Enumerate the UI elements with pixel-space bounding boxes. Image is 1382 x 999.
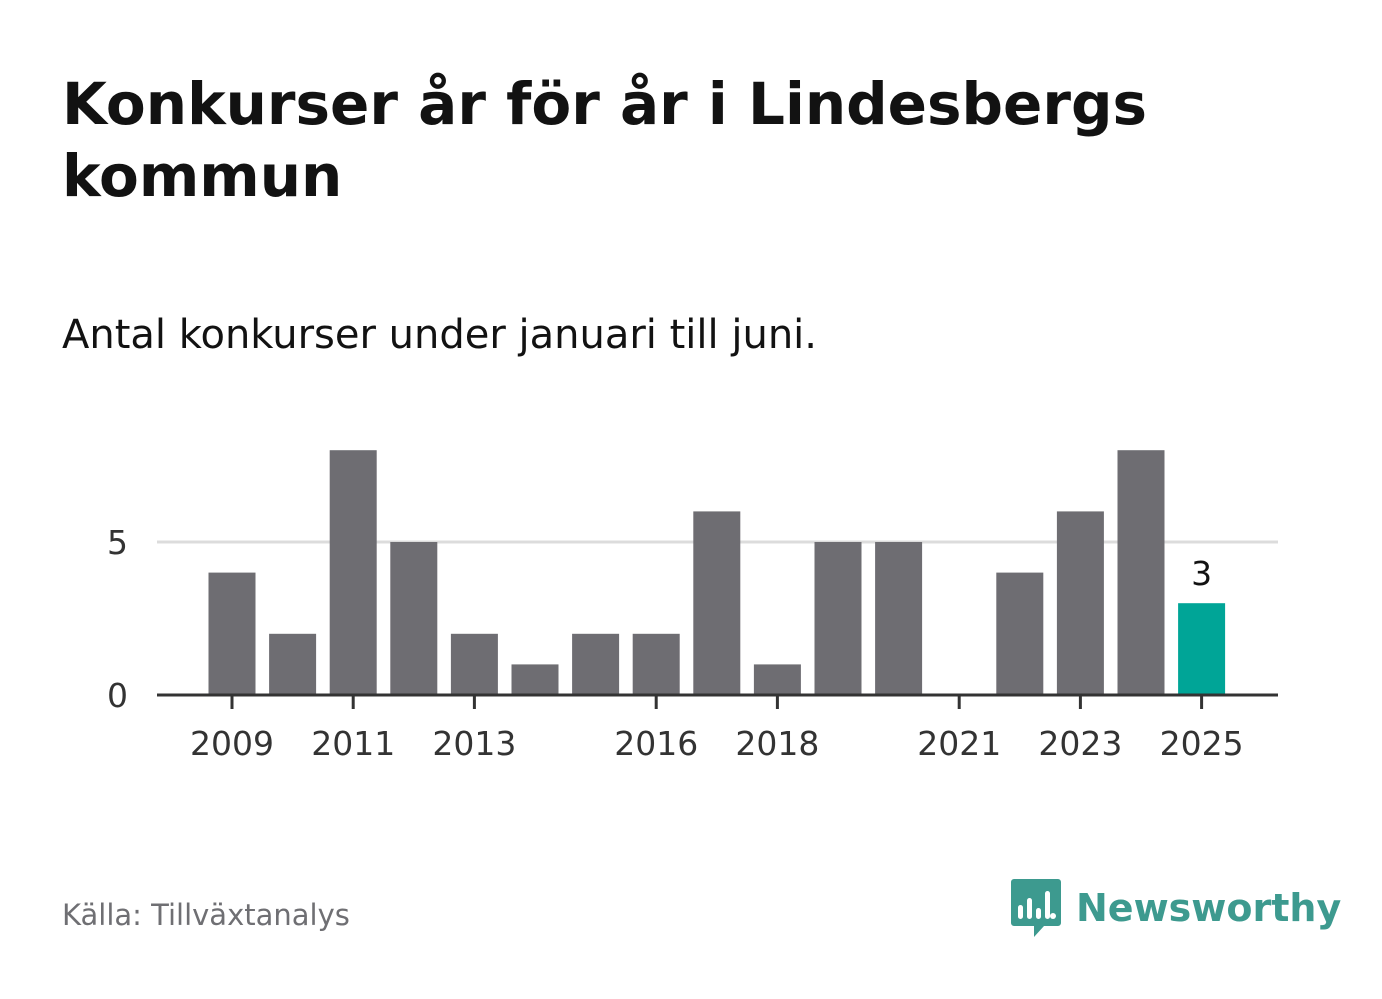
bar-2009 [208, 572, 256, 695]
chart-title: Konkurser år för år i Lindesbergs kommun [62, 70, 1148, 210]
data-label-2025: 3 [1191, 554, 1212, 593]
bar-2020 [875, 542, 923, 695]
x-tick-label-2023: 2023 [1038, 724, 1122, 763]
bar-2019 [814, 542, 862, 695]
x-tick-label-2025: 2025 [1160, 724, 1244, 763]
brand-logo[interactable]: Newsworthy [1010, 876, 1341, 940]
bar-2012 [390, 542, 438, 695]
bar-2025 [1178, 603, 1226, 695]
bar-2010 [269, 633, 317, 695]
source-note: Källa: Tillväxtanalys [62, 898, 350, 932]
brand-name: Newsworthy [1076, 886, 1342, 930]
bar-2018 [753, 664, 801, 695]
bar-2024 [1117, 450, 1165, 695]
x-tick-label-2013: 2013 [432, 724, 516, 763]
bar-2011 [329, 450, 377, 695]
y-tick-label-0: 0 [107, 676, 128, 715]
bar-2014 [511, 664, 559, 695]
bar-2022 [996, 572, 1044, 695]
bar-2013 [450, 633, 498, 695]
bar-2015 [572, 633, 620, 695]
newsworthy-logo-icon [1011, 879, 1061, 937]
x-tick-label-2018: 2018 [735, 724, 819, 763]
x-tick-label-2016: 2016 [614, 724, 698, 763]
chart-subtitle: Antal konkurser under januari till juni. [62, 312, 817, 358]
bar-2016 [632, 633, 680, 695]
x-tick-label-2011: 2011 [311, 724, 395, 763]
y-tick-label-5: 5 [107, 523, 128, 562]
bar-2023 [1056, 511, 1104, 695]
x-tick-label-2009: 2009 [190, 724, 274, 763]
bar-2017 [693, 511, 741, 695]
x-tick-label-2021: 2021 [917, 724, 1001, 763]
